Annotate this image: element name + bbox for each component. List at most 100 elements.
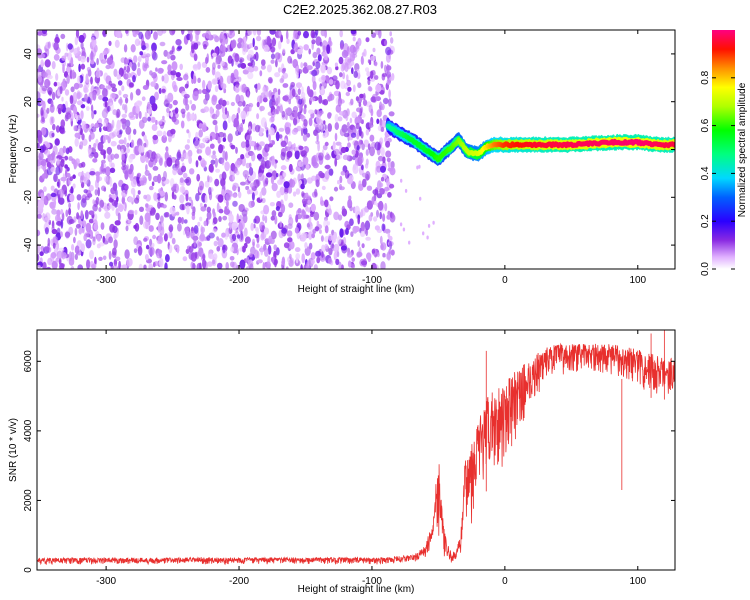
spectrogram-cell <box>51 116 55 124</box>
spectrogram-cell <box>288 202 294 208</box>
spectrogram-cell <box>54 36 60 44</box>
spectrogram-cell <box>170 128 176 135</box>
spectrogram-cell <box>215 59 219 65</box>
spectrogram-cell <box>298 98 303 105</box>
spectrogram-cell <box>143 142 147 148</box>
snr-spikes <box>485 330 665 492</box>
spectrogram-cell <box>124 104 128 114</box>
spectrogram-cell <box>113 68 118 77</box>
spectrogram-cell <box>130 92 134 101</box>
spectrogram-cell <box>90 76 93 85</box>
spectrogram-cell <box>271 182 278 192</box>
spectrogram-cell <box>365 170 371 181</box>
spectrogram-cell <box>265 177 269 185</box>
spectrogram-cell <box>245 162 250 169</box>
spectrogram-cell <box>246 91 250 99</box>
spectrogram-cell <box>326 66 333 75</box>
spectrogram-cell <box>123 66 127 71</box>
spectrogram-cell <box>153 262 156 268</box>
spectrogram-cell <box>86 259 91 269</box>
spectrogram-cell <box>207 175 210 183</box>
spectrogram-cell <box>390 249 395 256</box>
spectrogram-cell <box>179 186 186 194</box>
spectrogram-cell <box>131 139 135 149</box>
spectrogram-cell <box>131 62 137 72</box>
spectrogram-cell <box>76 194 82 201</box>
spectrogram-cell <box>355 122 360 130</box>
spectrogram-cell <box>44 149 51 156</box>
spectrogram-cell <box>232 174 235 181</box>
spectrogram-cell <box>367 78 371 86</box>
spectrogram-cell <box>57 107 62 115</box>
spectrogram-cell <box>237 186 241 193</box>
spectrogram-cell <box>87 145 92 155</box>
spectrogram-cell <box>432 220 435 225</box>
spectrogram-cell <box>172 183 177 190</box>
spectrogram-cell <box>302 133 308 142</box>
spectrogram-cell <box>271 155 275 166</box>
spectrogram-cell <box>98 256 103 261</box>
spectrogram-cell <box>380 61 384 69</box>
spectrogram-cell <box>345 112 349 122</box>
spectrogram-cell <box>214 71 221 81</box>
spectrogram-cell <box>282 48 286 54</box>
spectrogram-cell <box>282 72 289 79</box>
spectrogram-cell <box>138 145 143 154</box>
spectrogram-cell <box>121 198 125 204</box>
spectrogram-cell <box>345 227 349 235</box>
spectrogram-cell <box>100 149 107 156</box>
spectrogram-cell <box>278 40 282 50</box>
spectrogram-cell <box>55 166 61 176</box>
spectrogram-cell <box>104 175 109 183</box>
spectrogram-cell <box>77 264 83 269</box>
spectrogram-cell <box>94 189 98 196</box>
spectrogram-cell <box>187 139 190 144</box>
spectrogram-cell <box>324 199 329 208</box>
spectrogram-cell <box>315 250 322 257</box>
spectrogram-cell <box>133 128 137 135</box>
spectrogram-cell <box>231 58 234 67</box>
spectrogram-cell <box>144 254 149 261</box>
spectrogram-cell <box>59 129 66 135</box>
spectrogram-cell <box>117 212 121 222</box>
spectrogram-x-tick-label: 100 <box>629 275 646 286</box>
spectrogram-cell <box>279 105 283 114</box>
spectrogram-cell <box>252 30 257 36</box>
spectrogram-cell <box>354 226 360 233</box>
spectrogram-cell <box>269 30 276 35</box>
spectrogram-cell <box>360 56 365 65</box>
spectrogram-cell <box>99 52 104 62</box>
spectrogram-cell <box>80 63 86 70</box>
spectrogram-cell <box>247 62 253 67</box>
spectrogram-cell <box>145 194 151 202</box>
spectrogram-cell <box>123 137 127 145</box>
spectrogram-cell <box>47 237 51 247</box>
spectrogram-cell <box>375 84 382 93</box>
spectrogram-cell <box>83 189 88 194</box>
spectrogram-cell <box>149 238 153 247</box>
spectrogram-cell <box>312 51 318 59</box>
spectrogram-cell <box>123 201 127 212</box>
spectrogram-cell <box>323 120 326 125</box>
spectrogram-cell <box>336 153 342 160</box>
spectrogram-cell <box>333 211 340 221</box>
spectrogram-cell <box>177 223 182 232</box>
spectrogram-cell <box>359 93 364 99</box>
spectrogram-cell <box>151 42 157 52</box>
spectrogram-cell <box>191 211 196 216</box>
spectrogram-cell <box>254 249 259 259</box>
spectrogram-cell <box>195 193 200 202</box>
spectrogram-cell <box>386 71 392 79</box>
spectrogram-cell <box>96 173 100 184</box>
spectrogram-cell <box>389 167 396 176</box>
spectrogram-cell <box>357 240 361 248</box>
spectrogram-cell <box>370 96 377 103</box>
spectrogram-cell <box>253 65 259 72</box>
colorbar: 0.0 0.2 0.4 0.6 0.8 Normalized spectral ampl… <box>700 30 748 276</box>
spectrogram-cell <box>324 225 329 234</box>
spectrogram-cell <box>206 206 211 213</box>
spectrogram-cell <box>389 211 393 219</box>
spectrogram-cell <box>155 119 158 126</box>
spectrogram-cell <box>55 257 59 263</box>
